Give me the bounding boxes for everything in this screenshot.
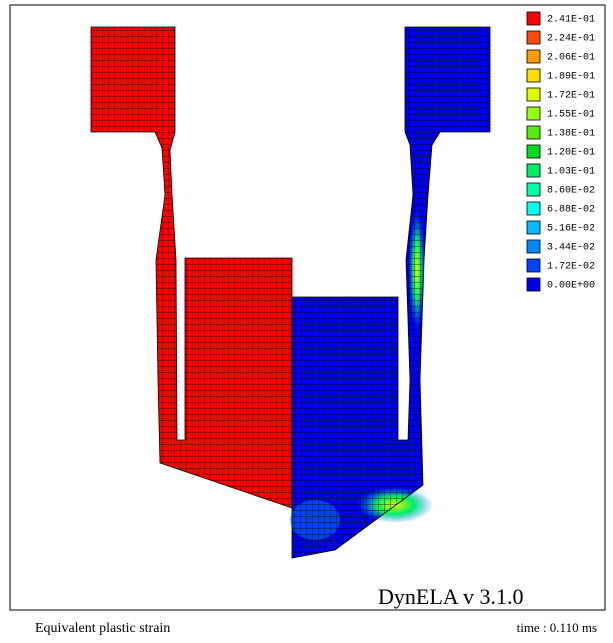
legend-label: 2.24E-01 — [547, 34, 595, 45]
legend-swatch — [527, 278, 540, 291]
time-label: time : 0.110 ms — [517, 620, 597, 635]
quantity-label: Equivalent plastic strain — [35, 621, 170, 636]
legend-swatch — [527, 88, 540, 101]
legend-swatch — [527, 69, 540, 82]
legend-label: 1.55E-01 — [547, 110, 595, 121]
legend-label: 0.00E+00 — [547, 281, 595, 292]
legend-label: 6.88E-02 — [547, 205, 595, 216]
legend-swatch — [527, 31, 540, 44]
legend-swatch — [527, 202, 540, 215]
legend-label: 1.72E-02 — [547, 262, 595, 273]
legend-label: 1.89E-01 — [547, 72, 595, 83]
legend-swatch — [527, 145, 540, 158]
legend-label: 2.41E-01 — [547, 15, 595, 26]
legend-swatch — [527, 240, 540, 253]
legend-label: 1.03E-01 — [547, 167, 595, 178]
legend-label: 1.38E-01 — [547, 129, 595, 140]
legend-swatch — [527, 126, 540, 139]
legend-label: 8.60E-02 — [547, 186, 595, 197]
legend-label: 1.72E-01 — [547, 91, 595, 102]
viewer: DynELA v 3.1.0 Equivalent plastic strain… — [0, 0, 613, 643]
legend-label: 1.20E-01 — [547, 148, 595, 159]
legend-label: 2.06E-01 — [547, 53, 595, 64]
legend-swatch — [527, 259, 540, 272]
legend-swatch — [527, 221, 540, 234]
watermark: DynELA v 3.1.0 — [378, 584, 523, 609]
legend-label: 3.44E-02 — [547, 243, 595, 254]
legend-label: 5.16E-02 — [547, 224, 595, 235]
legend-swatch — [527, 107, 540, 120]
legend-swatch — [527, 12, 540, 25]
legend-swatch — [527, 164, 540, 177]
legend-swatch — [527, 183, 540, 196]
legend-swatch — [527, 50, 540, 63]
page: DynELA v 3.1.0 Equivalent plastic strain… — [0, 0, 613, 643]
